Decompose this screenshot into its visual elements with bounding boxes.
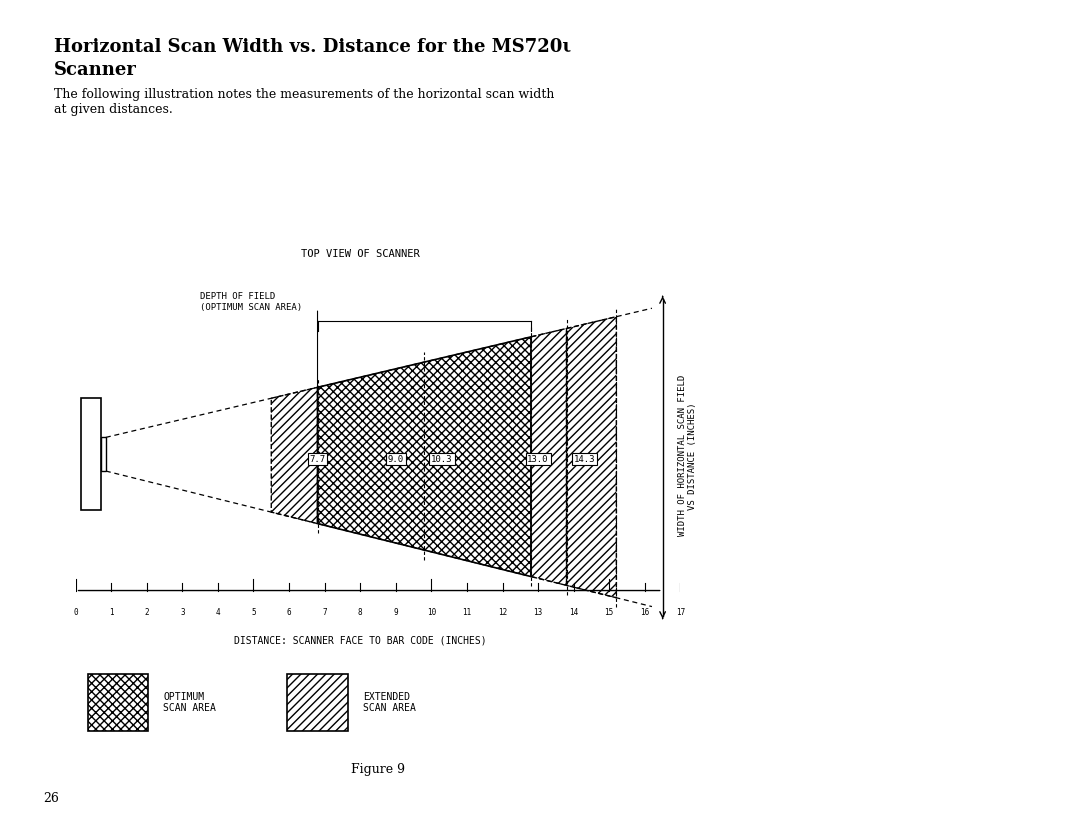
Text: 14: 14: [569, 608, 578, 617]
Polygon shape: [87, 674, 148, 731]
Text: Horizontal Scan Width vs. Distance for the MS720ι: Horizontal Scan Width vs. Distance for t…: [54, 38, 571, 56]
Text: OPTIMUM
SCAN AREA: OPTIMUM SCAN AREA: [163, 692, 216, 713]
Text: 9: 9: [393, 608, 399, 617]
Text: 7: 7: [322, 608, 327, 617]
Text: 3: 3: [180, 608, 185, 617]
Text: Scanner: Scanner: [54, 61, 137, 79]
Text: 13.0: 13.0: [527, 455, 549, 464]
Text: TOP VIEW OF SCANNER: TOP VIEW OF SCANNER: [301, 249, 420, 259]
Text: EXTENDED
SCAN AREA: EXTENDED SCAN AREA: [363, 692, 416, 713]
Text: Figure 9: Figure 9: [351, 763, 405, 776]
Text: 4: 4: [216, 608, 220, 617]
Text: 13: 13: [534, 608, 543, 617]
Text: 1: 1: [109, 608, 113, 617]
Text: 14.3: 14.3: [573, 455, 595, 464]
Text: 16: 16: [640, 608, 649, 617]
Text: The following illustration notes the measurements of the horizontal scan width
a: The following illustration notes the mea…: [54, 88, 554, 116]
Text: 8: 8: [357, 608, 363, 617]
Text: 6: 6: [287, 608, 292, 617]
Text: 17: 17: [676, 608, 685, 617]
Bar: [81, 398, 100, 510]
Text: WIDTH OF HORIZONTAL SCAN FIELD
VS DISTANCE (INCHES): WIDTH OF HORIZONTAL SCAN FIELD VS DISTAN…: [678, 375, 698, 536]
Text: 0: 0: [73, 608, 78, 617]
Text: DEPTH OF FIELD
(OPTIMUM SCAN AREA): DEPTH OF FIELD (OPTIMUM SCAN AREA): [200, 292, 302, 312]
Bar: [100, 437, 106, 471]
Text: 10: 10: [427, 608, 436, 617]
Text: 10.3: 10.3: [431, 455, 453, 464]
Text: 12: 12: [498, 608, 508, 617]
Text: 5: 5: [252, 608, 256, 617]
Text: 15: 15: [605, 608, 613, 617]
Text: 9.0: 9.0: [388, 455, 404, 464]
Text: DISTANCE: SCANNER FACE TO BAR CODE (INCHES): DISTANCE: SCANNER FACE TO BAR CODE (INCH…: [234, 636, 486, 646]
Polygon shape: [287, 674, 348, 731]
Text: 11: 11: [462, 608, 472, 617]
Text: 26: 26: [43, 791, 59, 805]
Text: 7.7: 7.7: [310, 455, 325, 464]
Text: 2: 2: [145, 608, 149, 617]
